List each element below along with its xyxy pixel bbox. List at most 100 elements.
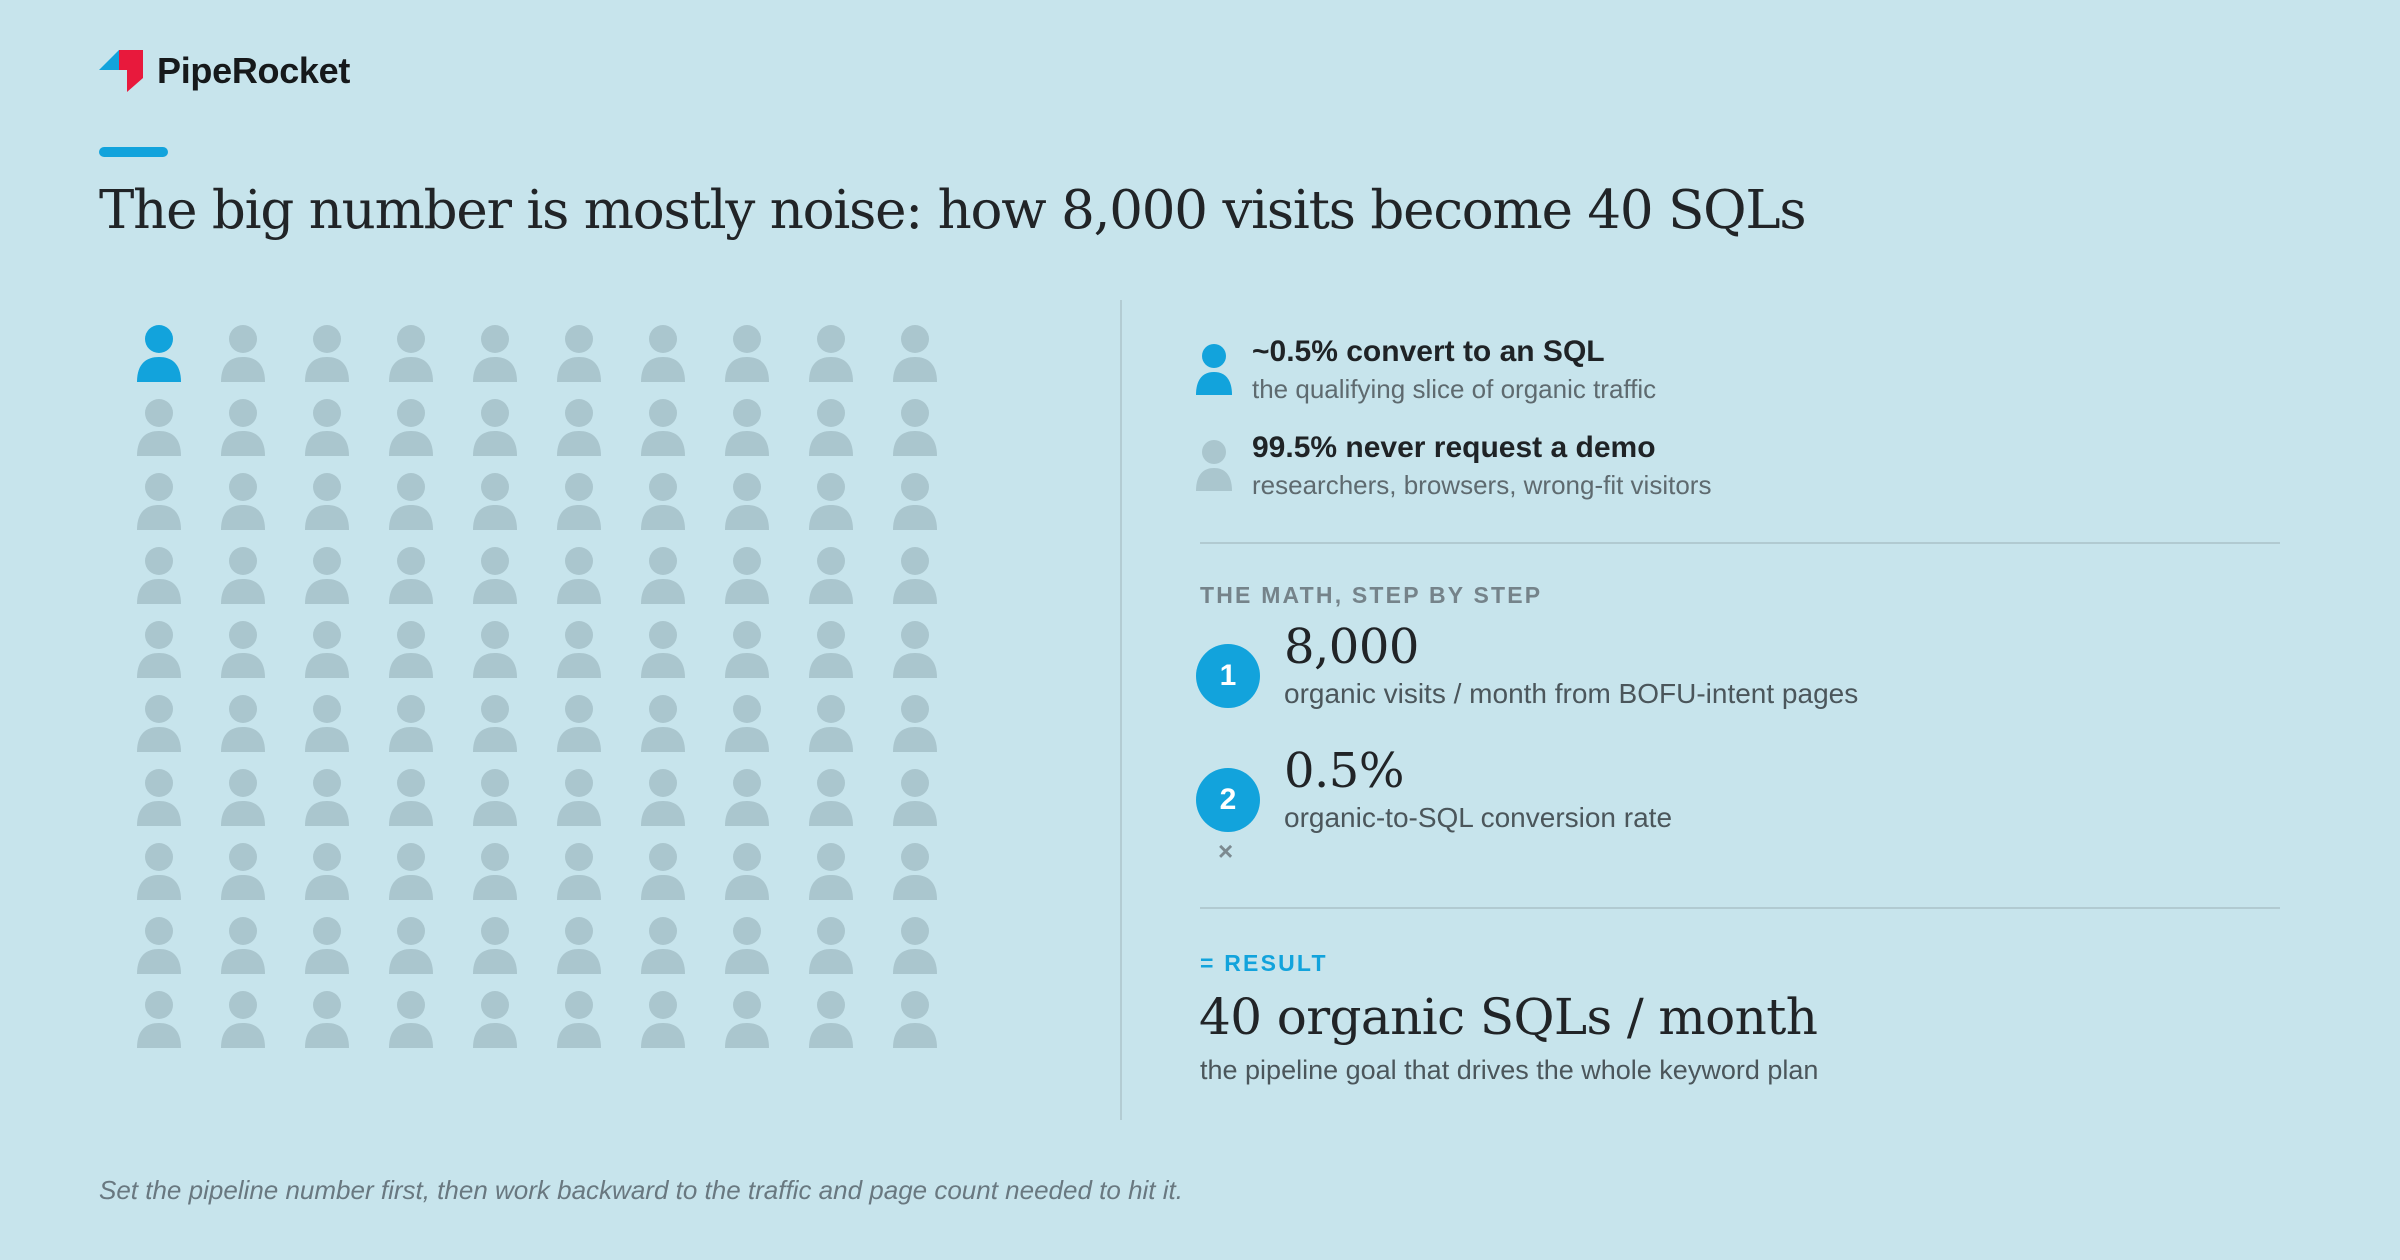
person-icon-muted (305, 917, 349, 974)
person-icon-muted (893, 547, 937, 604)
brand-logo: PipeRocket (99, 48, 350, 94)
person-icon-muted (389, 991, 433, 1048)
step-value: 0.5% (1284, 743, 1404, 799)
person-icon-muted (893, 325, 937, 382)
person-icon-muted (473, 843, 517, 900)
person-icon-highlighted (1196, 344, 1232, 395)
person-icon-muted (893, 621, 937, 678)
person-icon-muted (137, 399, 181, 456)
person-icon-muted (221, 399, 265, 456)
person-icon-muted (389, 917, 433, 974)
person-icon-muted (641, 621, 685, 678)
person-icon-muted (389, 621, 433, 678)
person-icon-muted (221, 695, 265, 752)
person-icon-muted (641, 917, 685, 974)
person-icon-muted (557, 843, 601, 900)
person-icon-muted (473, 547, 517, 604)
person-icon-muted (221, 325, 265, 382)
person-icon-muted (809, 769, 853, 826)
legend-item-convert: ~0.5% convert to an SQL the qualifying s… (1192, 335, 1656, 405)
person-icon-muted (137, 695, 181, 752)
person-icon-muted (305, 991, 349, 1048)
math-section-label: THE MATH, STEP BY STEP (1200, 582, 1543, 608)
person-icon-muted (137, 621, 181, 678)
person-icon-muted (809, 695, 853, 752)
person-icon-muted (641, 325, 685, 382)
multiply-operator: × (1218, 836, 1234, 866)
person-icon-muted (557, 769, 601, 826)
legend-title: ~0.5% convert to an SQL (1252, 335, 1605, 368)
person-icon-muted (809, 843, 853, 900)
person-icon-muted (725, 991, 769, 1048)
person-icon-muted (137, 917, 181, 974)
person-icon-muted (557, 325, 601, 382)
math-step-2: 2 0.5% organic-to-SQL conversion rate (1196, 746, 1672, 834)
person-icon-muted (389, 473, 433, 530)
person-icon-muted (221, 917, 265, 974)
person-icon-muted (221, 621, 265, 678)
person-icon-muted (725, 621, 769, 678)
person-icon-muted (221, 473, 265, 530)
person-icon-muted (137, 843, 181, 900)
person-icon-muted (221, 769, 265, 826)
person-icon-muted (641, 399, 685, 456)
person-icon-muted (389, 769, 433, 826)
vertical-divider (1120, 300, 1122, 1120)
person-icon-muted (221, 843, 265, 900)
person-icon-muted (809, 547, 853, 604)
person-icon-muted (305, 695, 349, 752)
rocket-logo-icon (99, 50, 143, 92)
person-icon-muted (893, 399, 937, 456)
person-icon-muted (893, 917, 937, 974)
step-number-badge: 2 (1196, 768, 1260, 832)
person-icon-muted (473, 695, 517, 752)
person-icon-muted (809, 325, 853, 382)
section-divider (1200, 907, 2280, 909)
result-label: = RESULT (1200, 950, 1328, 976)
person-icon-muted (893, 473, 937, 530)
person-icon-muted (893, 769, 937, 826)
person-icon-muted (641, 843, 685, 900)
person-icon-muted (809, 991, 853, 1048)
person-icon-muted (137, 769, 181, 826)
person-icon-muted (221, 547, 265, 604)
person-icon-muted (389, 547, 433, 604)
step-description: organic visits / month from BOFU-intent … (1284, 678, 1859, 710)
person-icon-muted (725, 769, 769, 826)
page-title: The big number is mostly noise: how 8,00… (99, 180, 1807, 241)
person-icon-muted (725, 843, 769, 900)
result-value: 40 organic SQLs / month (1199, 988, 1818, 1046)
person-icon-muted (725, 399, 769, 456)
person-icon-muted (557, 991, 601, 1048)
person-icon-muted (725, 695, 769, 752)
person-icon-muted (893, 991, 937, 1048)
person-icon-muted (809, 917, 853, 974)
person-icon-muted (893, 843, 937, 900)
footnote: Set the pipeline number first, then work… (99, 1175, 1183, 1205)
person-icon-muted (221, 991, 265, 1048)
legend-subtitle: the qualifying slice of organic traffic (1252, 373, 1657, 404)
person-icon-muted (557, 399, 601, 456)
person-icon-muted (725, 473, 769, 530)
person-icon-muted (893, 695, 937, 752)
legend-title: 99.5% never request a demo (1252, 431, 1656, 464)
person-icon-muted (725, 325, 769, 382)
title-accent-bar (99, 147, 168, 157)
person-icon-muted (137, 547, 181, 604)
person-icon-muted (473, 473, 517, 530)
step-description: organic-to-SQL conversion rate (1284, 802, 1673, 834)
section-divider (1200, 542, 2280, 544)
person-icon-muted (641, 991, 685, 1048)
person-icon-muted (557, 547, 601, 604)
person-icon-muted (305, 843, 349, 900)
person-icon-muted (305, 325, 349, 382)
person-icon-muted (305, 547, 349, 604)
step-value: 8,000 (1284, 619, 1419, 675)
math-step-1: 1 8,000 organic visits / month from BOFU… (1196, 622, 1858, 710)
person-icon-muted (137, 473, 181, 530)
person-icon-muted (305, 399, 349, 456)
person-icon-muted (809, 621, 853, 678)
brand-name: PipeRocket (157, 50, 351, 91)
person-icon-muted (641, 547, 685, 604)
people-grid (133, 324, 983, 1064)
